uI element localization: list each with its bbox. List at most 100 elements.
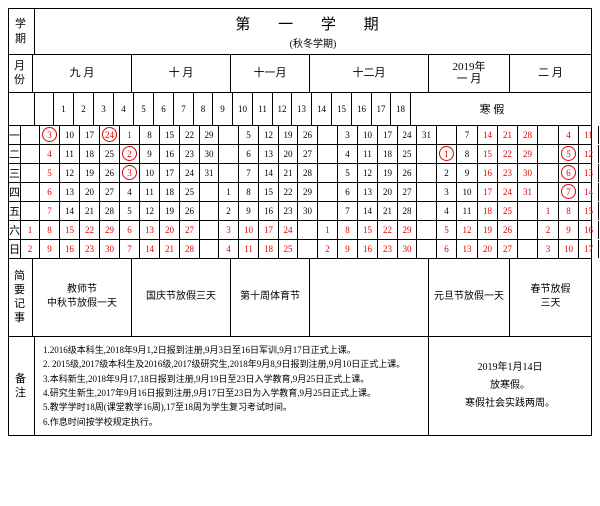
- day-cell: 26: [100, 164, 120, 182]
- day-cell: 5: [338, 164, 358, 182]
- day-cell: 1: [538, 202, 559, 220]
- day-cell: 6: [40, 183, 60, 201]
- notes-container: 教师节中秋节放假一天国庆节放假三天第十周体育节元旦节放假一天春节放假三天: [33, 259, 591, 336]
- day-cell: 20: [378, 183, 398, 201]
- day-cell: [21, 164, 40, 182]
- note-cell: 教师节中秋节放假一天: [33, 259, 132, 336]
- day-cell: 11: [457, 202, 478, 220]
- day-cell: 13: [259, 145, 279, 163]
- day-cell: 29: [100, 221, 120, 239]
- day-cell: [318, 202, 338, 220]
- day-cell: 27: [398, 183, 417, 201]
- day-cell: 23: [180, 145, 200, 163]
- semester-label: 学期: [9, 9, 35, 54]
- day-cell: 22: [80, 221, 100, 239]
- day-cell: 17: [378, 126, 398, 144]
- day-cell: 6: [338, 183, 358, 201]
- day-cell: 8: [239, 183, 259, 201]
- day-cell: 19: [378, 164, 398, 182]
- day-cell: 8: [140, 126, 160, 144]
- day-cell: 23: [80, 240, 100, 258]
- day-label: 五: [9, 202, 21, 220]
- day-cell: 14: [358, 202, 378, 220]
- day-cell: 7: [338, 202, 358, 220]
- day-cell: 15: [259, 183, 279, 201]
- day-cell: 26: [298, 126, 318, 144]
- day-cell: 7: [120, 240, 140, 258]
- day-cell: 15: [160, 126, 180, 144]
- day-cell: 14: [579, 183, 599, 201]
- day-cell: 7: [559, 183, 579, 201]
- day-cell: 1: [219, 183, 239, 201]
- day-cell: 17: [80, 126, 100, 144]
- day-cell: 27: [498, 240, 518, 258]
- day-cell: 30: [398, 240, 417, 258]
- note-cell: 春节放假三天: [510, 259, 591, 336]
- day-cell: 18: [80, 145, 100, 163]
- day-cell: 5: [40, 164, 60, 182]
- day-cell: 3: [40, 126, 60, 144]
- day-cell: 30: [100, 240, 120, 258]
- day-cell: 25: [398, 145, 417, 163]
- day-cell: [200, 240, 219, 258]
- day-cell: 23: [498, 164, 518, 182]
- day-cell: [318, 126, 338, 144]
- day-cell: 13: [457, 240, 478, 258]
- day-row: 四613202741118251815222961320273101724317…: [9, 183, 591, 202]
- weeknum-blank: [9, 93, 35, 125]
- day-cell: 7: [40, 202, 60, 220]
- day-cell: 25: [180, 183, 200, 201]
- day-cell: 19: [160, 202, 180, 220]
- day-cell: 4: [40, 145, 60, 163]
- day-cell: 22: [279, 183, 298, 201]
- week-cell: 4: [114, 93, 134, 125]
- week-cell: 11: [253, 93, 273, 125]
- semester-content: 第 一 学 期 (秋冬学期): [35, 9, 591, 54]
- day-cell: 23: [279, 202, 298, 220]
- month-cell: 十二月: [310, 55, 429, 92]
- days-grid: 一310172418152229512192631017243171421284…: [9, 126, 591, 259]
- day-label: 一: [9, 126, 21, 144]
- day-cell: 4: [437, 202, 457, 220]
- month-row: 月份 九 月十 月十一月十二月2019年一 月二 月: [9, 55, 591, 93]
- week-cell: 12: [273, 93, 292, 125]
- day-cell: 29: [200, 126, 219, 144]
- day-cell: 3: [338, 126, 358, 144]
- day-cell: [21, 202, 40, 220]
- day-label: 日: [9, 240, 21, 258]
- day-cell: 11: [358, 145, 378, 163]
- remark-line: 5.教学学时18周(课堂教学16周),17至18周为学生复习考试时间。: [43, 400, 420, 414]
- day-cell: 30: [298, 202, 318, 220]
- day-cell: 2: [21, 240, 40, 258]
- day-cell: 19: [478, 221, 498, 239]
- note-cell: 国庆节放假三天: [132, 259, 231, 336]
- month-cell: 九 月: [33, 55, 132, 92]
- day-cell: [318, 183, 338, 201]
- day-cell: 2: [437, 164, 457, 182]
- day-cell: 18: [478, 202, 498, 220]
- day-cell: 11: [239, 240, 259, 258]
- day-cell: 17: [160, 164, 180, 182]
- day-cell: 27: [180, 221, 200, 239]
- day-cell: 12: [60, 164, 80, 182]
- day-cell: 26: [398, 164, 417, 182]
- day-cell: 3: [538, 240, 559, 258]
- day-cell: 1: [318, 221, 338, 239]
- day-cell: [538, 145, 559, 163]
- day-cell: 20: [160, 221, 180, 239]
- remark-line: 4.研究生新生,2017年9月16日报到注册,9月17日至23日为入学教育,9月…: [43, 386, 420, 400]
- day-row: 三512192631017243171421285121926291623306…: [9, 164, 591, 183]
- week-cell: 1: [54, 93, 74, 125]
- day-cell: 10: [60, 126, 80, 144]
- week-cell: 13: [292, 93, 312, 125]
- day-cell: 10: [559, 240, 579, 258]
- day-label: 二: [9, 145, 21, 163]
- day-cell: 27: [298, 145, 318, 163]
- day-cell: 30: [518, 164, 538, 182]
- remark-line: 6.作息时间按学校规定执行。: [43, 415, 420, 429]
- day-cell: [219, 126, 239, 144]
- day-cell: 6: [120, 221, 140, 239]
- day-label: 三: [9, 164, 21, 182]
- day-cell: [21, 183, 40, 201]
- week-cell: 3: [94, 93, 114, 125]
